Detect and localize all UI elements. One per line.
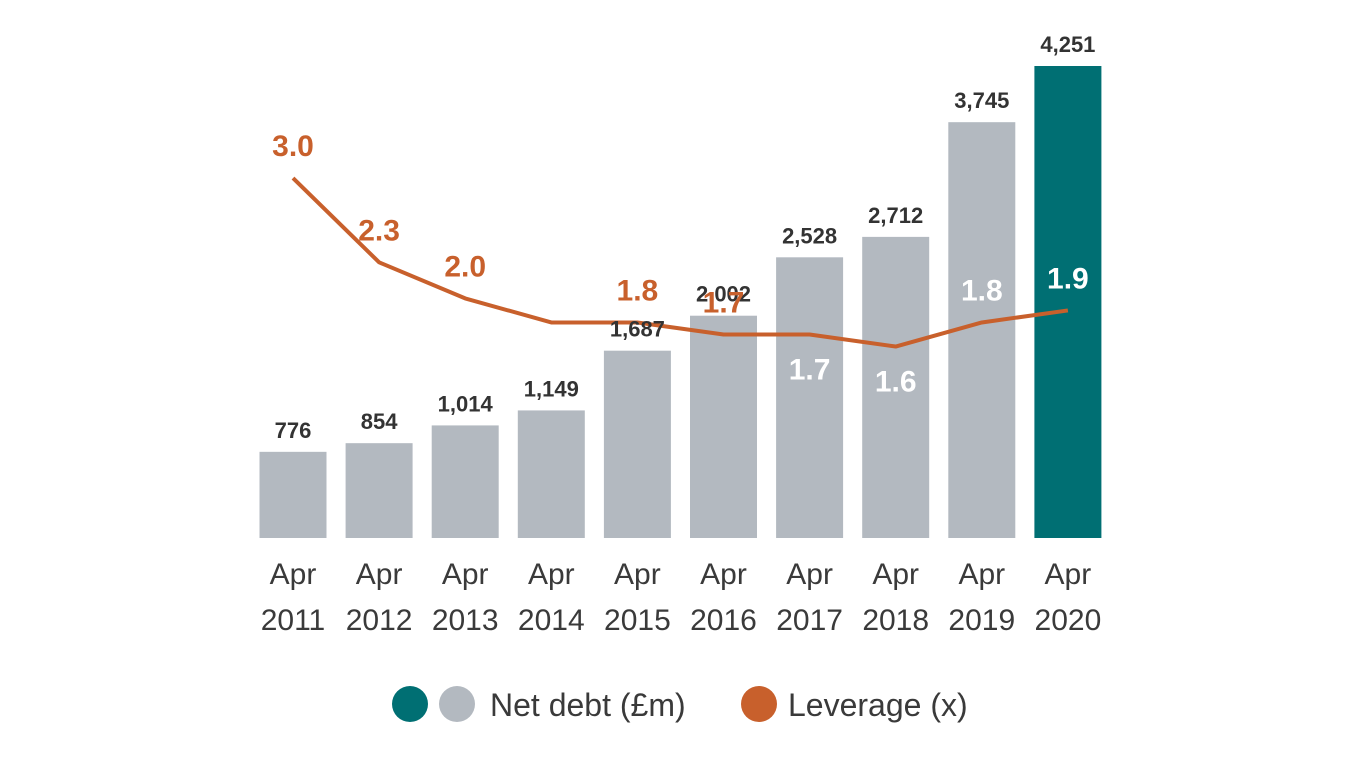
legend-label-net-debt: Net debt (£m) — [490, 687, 686, 723]
net-debt-bar-5 — [690, 315, 757, 538]
leverage-label-9: 1.9 — [1047, 262, 1089, 295]
net-debt-label-4: 1,687 — [610, 317, 665, 342]
x-tick-label-year-5: 2016 — [690, 604, 757, 637]
legend-swatch-leverage — [741, 686, 777, 722]
net-debt-label-6: 2,528 — [782, 223, 837, 248]
net-debt-bar-0 — [259, 451, 327, 538]
leverage-label-6: 1.7 — [789, 353, 831, 386]
net-debt-bar-7 — [862, 236, 930, 538]
leverage-line — [291, 176, 1069, 349]
net-debt-label-5: 2,002 — [696, 282, 751, 307]
leverage-line-layer — [291, 176, 1069, 349]
net-debt-bar-6 — [776, 257, 844, 538]
net-debt-label-9: 4,251 — [1040, 32, 1095, 57]
net-debt-label-7: 2,712 — [868, 203, 923, 228]
x-tick-label-year-9: 2020 — [1035, 604, 1102, 637]
x-tick-label-year-0: 2011 — [261, 604, 326, 637]
x-tick-label-year-2: 2013 — [432, 604, 499, 637]
x-tick-label-month-8: Apr — [958, 558, 1005, 591]
x-tick-label-month-3: Apr — [528, 558, 575, 591]
x-tick-label-month-6: Apr — [786, 558, 833, 591]
leverage-label-1: 2.3 — [358, 214, 400, 247]
x-tick-label-year-1: 2012 — [346, 604, 413, 637]
x-tick-label-year-4: 2015 — [604, 604, 671, 637]
net-debt-label-3: 1,149 — [524, 376, 579, 401]
net-debt-label-8: 3,745 — [954, 88, 1009, 113]
net-debt-bar-4 — [603, 350, 671, 538]
x-tick-label-month-0: Apr — [270, 558, 317, 591]
leverage-label-3: 1.8 — [530, 351, 572, 384]
x-tick-label-month-2: Apr — [442, 558, 489, 591]
leverage-label-7: 1.6 — [875, 366, 917, 399]
leverage-label-5: 1.7 — [703, 286, 745, 319]
net-debt-label-0: 776 — [275, 418, 312, 443]
x-tick-label-month-4: Apr — [614, 558, 661, 591]
legend-swatch-net-debt-grey — [439, 686, 475, 722]
x-tick-label-month-9: Apr — [1045, 558, 1092, 591]
x-tick-label-year-8: 2019 — [948, 604, 1015, 637]
x-tick-label-month-5: Apr — [700, 558, 747, 591]
net-debt-label-1: 854 — [361, 409, 398, 434]
x-axis-labels: Apr 2011 Apr 2012 Apr 2013 Apr 2014 Apr 2015 Apr 20… — [261, 558, 1102, 637]
x-tick-label-year-3: 2014 — [518, 604, 585, 637]
net-debt-bar-9 — [1034, 66, 1102, 538]
leverage-label-4: 1.8 — [617, 274, 659, 307]
net-debt-label-2: 1,014 — [438, 391, 494, 416]
net-debt-bar-3 — [517, 410, 585, 538]
legend-label-leverage: Leverage (x) — [788, 687, 968, 723]
legend-swatch-net-debt-teal — [392, 686, 428, 722]
net-debt-bar-2 — [431, 425, 499, 538]
x-tick-label-year-6: 2017 — [776, 604, 843, 637]
legend: Net debt (£m) Leverage (x) — [392, 686, 968, 723]
x-tick-label-year-7: 2018 — [862, 604, 929, 637]
leverage-label-8: 1.8 — [961, 274, 1003, 307]
net-debt-bar-1 — [345, 443, 413, 538]
leverage-label-2: 2.0 — [444, 250, 486, 283]
leverage-label-0: 3.0 — [272, 130, 314, 163]
x-tick-label-month-1: Apr — [356, 558, 403, 591]
data-labels: 776 854 1,014 1,149 1,687 2,002 2,528 2,712 3,74… — [272, 32, 1095, 443]
x-tick-label-month-7: Apr — [872, 558, 919, 591]
